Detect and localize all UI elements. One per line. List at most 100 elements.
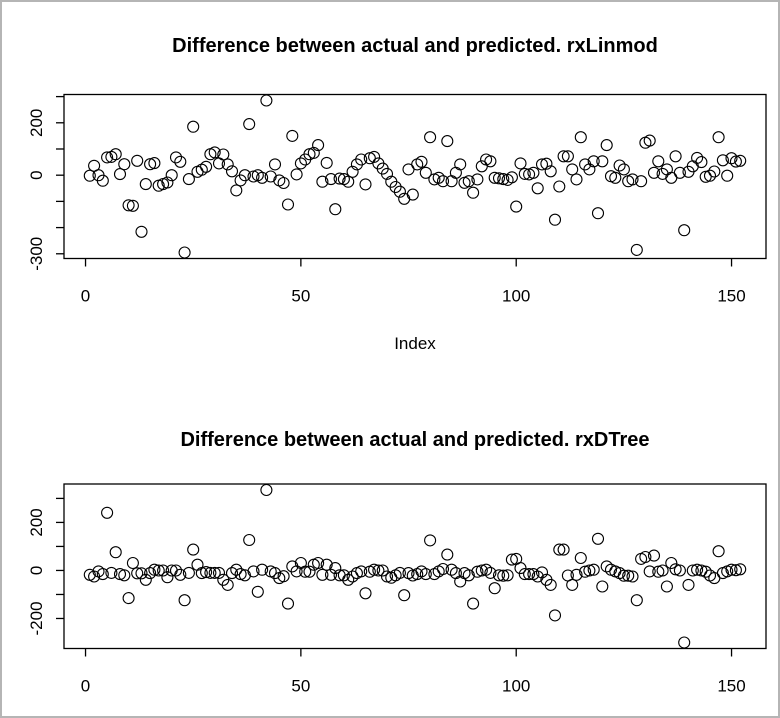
data-point xyxy=(695,156,708,169)
data-point xyxy=(204,566,217,579)
x-tick-label: 150 xyxy=(717,677,745,696)
data-point xyxy=(548,609,562,622)
data-point xyxy=(415,155,428,168)
data-point xyxy=(712,545,725,558)
data-point xyxy=(144,567,157,580)
data-point xyxy=(574,131,587,144)
data-point xyxy=(734,154,747,167)
data-point xyxy=(639,550,652,564)
data-point xyxy=(462,175,475,188)
data-point xyxy=(591,532,605,545)
data-point xyxy=(691,563,704,576)
data-point xyxy=(101,151,114,164)
data-point xyxy=(535,566,549,579)
data-point xyxy=(230,184,243,197)
data-point xyxy=(647,549,661,562)
data-point xyxy=(622,569,635,582)
data-point xyxy=(200,566,213,579)
data-point xyxy=(617,569,630,582)
data-point xyxy=(83,169,96,182)
data-point xyxy=(535,158,549,171)
y-tick-label: -300 xyxy=(27,237,46,271)
data-point xyxy=(488,171,501,184)
data-point xyxy=(557,150,570,163)
chart-title-rxdtree: Difference between actual and predicted.… xyxy=(180,429,650,451)
y-tick-label: 0 xyxy=(27,566,46,575)
data-point xyxy=(380,167,394,180)
data-point xyxy=(665,556,678,570)
data-point xyxy=(157,564,170,577)
data-point xyxy=(312,556,325,570)
data-point xyxy=(540,157,553,170)
data-point xyxy=(574,551,587,565)
y-tick-label: 0 xyxy=(27,170,46,179)
data-point xyxy=(454,158,467,171)
data-point xyxy=(626,570,639,583)
data-point xyxy=(161,176,174,189)
data-point xyxy=(699,170,712,183)
data-point xyxy=(656,167,669,180)
data-point xyxy=(583,564,596,577)
data-point xyxy=(617,163,630,176)
data-point xyxy=(346,165,359,178)
data-point xyxy=(368,563,381,576)
data-point xyxy=(471,173,484,186)
data-point xyxy=(492,172,506,185)
data-point xyxy=(475,564,488,577)
data-point xyxy=(131,567,144,580)
data-point xyxy=(518,167,531,180)
data-point xyxy=(630,243,643,256)
data-point xyxy=(553,543,566,556)
data-point xyxy=(703,169,717,182)
data-point xyxy=(139,573,152,586)
data-point xyxy=(691,151,704,164)
data-point xyxy=(570,568,583,581)
data-point xyxy=(212,566,226,579)
data-point xyxy=(566,163,579,176)
data-point xyxy=(721,169,734,182)
data-point xyxy=(514,157,527,170)
data-point xyxy=(557,543,570,556)
data-point xyxy=(660,163,673,176)
data-point xyxy=(368,150,381,163)
data-point xyxy=(372,564,385,577)
data-point xyxy=(187,120,200,133)
data-point xyxy=(303,565,316,578)
y-tick-label: 200 xyxy=(27,508,46,536)
x-tick-label: 0 xyxy=(81,287,90,306)
x-tick-label: 100 xyxy=(502,287,530,306)
data-point xyxy=(247,565,260,578)
data-point xyxy=(424,534,437,547)
data-point xyxy=(294,157,307,170)
x-tick-label: 0 xyxy=(81,677,90,696)
data-point xyxy=(225,165,239,178)
data-point xyxy=(126,199,139,212)
data-point xyxy=(187,543,200,556)
data-point xyxy=(419,568,432,581)
data-point xyxy=(643,134,656,147)
x-tick-label: 50 xyxy=(291,677,310,696)
data-point xyxy=(398,589,411,602)
data-point xyxy=(441,548,454,561)
data-point xyxy=(169,564,183,577)
data-point xyxy=(200,160,213,173)
data-point xyxy=(113,168,127,181)
data-point xyxy=(376,564,389,577)
data-point xyxy=(333,172,346,185)
data-point xyxy=(208,146,221,159)
data-point xyxy=(548,213,562,226)
data-point xyxy=(277,176,290,190)
data-point xyxy=(656,564,669,577)
data-point xyxy=(441,135,454,148)
data-point xyxy=(355,153,368,166)
data-point xyxy=(307,146,320,159)
data-point xyxy=(449,166,462,179)
data-point xyxy=(105,566,118,579)
data-point xyxy=(144,158,157,171)
x-tick-label: 150 xyxy=(717,287,745,306)
data-point xyxy=(152,564,165,577)
data-point xyxy=(467,186,480,199)
data-point xyxy=(480,563,493,576)
